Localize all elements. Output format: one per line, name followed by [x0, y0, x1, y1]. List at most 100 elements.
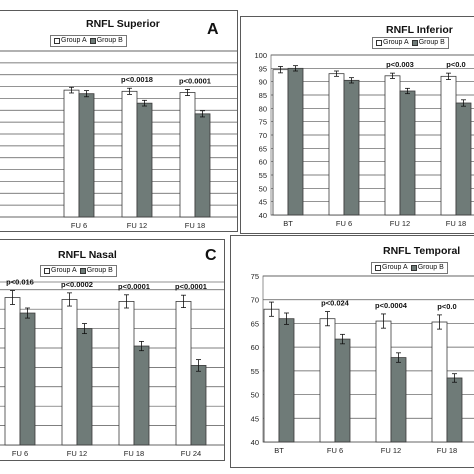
bar-group-a [440, 75, 457, 216]
bar-group-b [190, 365, 207, 446]
p-value-label: p<0.0001 [118, 282, 150, 291]
legend-swatch-group-b [79, 268, 86, 274]
p-value-label: p<0.003 [386, 60, 414, 69]
bar-group-a [263, 308, 280, 443]
x-tick-label: FU 12 [381, 446, 401, 455]
y-tick-label: 70 [259, 131, 267, 140]
y-tick-label: 75 [251, 272, 259, 281]
bar-group-b [194, 113, 211, 218]
legend-label: Group B [417, 264, 444, 271]
panel-letter: A [207, 21, 219, 38]
y-tick-label: 45 [259, 198, 267, 207]
x-tick-label: FU 6 [71, 221, 87, 230]
p-value-label: p<0.0002 [61, 280, 93, 289]
bar-group-a [328, 73, 345, 216]
bar-group-a [272, 69, 289, 216]
x-tick-label: FU 18 [185, 221, 205, 230]
x-tick-label: FU 6 [12, 449, 28, 458]
bar-group-a [319, 318, 336, 443]
chart-legend: Group A Group B [371, 262, 448, 274]
p-value-label: p<0.0004 [375, 301, 408, 310]
p-value-label: p<0.0001 [237, 79, 238, 88]
legend-item-group-a: Group A [376, 38, 409, 48]
y-tick-label: 50 [259, 184, 267, 193]
x-tick-label: FU 18 [124, 449, 144, 458]
legend-label: Group B [418, 39, 445, 46]
bar-group-b [334, 338, 351, 443]
bar-group-a [384, 75, 401, 216]
y-tick-label: 85 [259, 91, 267, 100]
p-value-label: p<0.0018 [121, 75, 153, 84]
x-tick-label: FU 24 [181, 449, 201, 458]
legend-swatch-group-a [54, 38, 60, 44]
p-value-label: p<0.016 [6, 278, 34, 287]
panel-letter: C [205, 247, 217, 264]
legend-swatch-group-a [375, 265, 381, 271]
y-tick-label: 90 [259, 78, 267, 87]
legend-swatch-group-b [410, 265, 417, 271]
x-tick-label: BT [274, 446, 284, 455]
legend-item-group-b: Group B [410, 263, 444, 273]
bar-group-a [121, 90, 138, 218]
chart-title: RNFL Temporal [383, 245, 461, 257]
bar-group-b [399, 90, 416, 216]
chart-panel-nasal: p<0.016 FU 6 p<0.0002 FU 12 p<0.0001 FU 18 p<0… [0, 239, 225, 461]
chart-title: RNFL Inferior [386, 24, 453, 36]
bar-group-b [78, 93, 95, 218]
bar-group-a [431, 321, 448, 443]
y-tick-label: 70 [251, 296, 259, 305]
bar-group-b [19, 312, 36, 446]
chart-legend: Group A Group B [372, 37, 449, 49]
legend-item-group-a: Group A [54, 36, 87, 46]
x-tick-label: BT [283, 219, 293, 228]
legend-label: Group B [96, 37, 123, 44]
bar-group-a [4, 297, 21, 446]
chart-panel-inferior: 40 45 50 55 60 65 70 75 80 85 90 95 100 BT FU 6 p<0.003… [240, 16, 474, 234]
y-tick-label: 50 [251, 391, 259, 400]
y-tick-label: 95 [259, 64, 267, 73]
x-tick-label: FU 6 [327, 446, 343, 455]
y-tick-label: 100 [254, 51, 267, 60]
bar-group-a [179, 92, 196, 218]
bar-group-b [76, 328, 93, 446]
legend-label: Group A [382, 264, 408, 271]
y-tick-label: 60 [251, 343, 259, 352]
y-tick-label: 40 [251, 438, 259, 447]
x-tick-label: FU 18 [437, 446, 457, 455]
legend-item-group-a: Group A [44, 266, 77, 276]
bar-group-b [136, 102, 153, 218]
legend-label: Group A [383, 39, 409, 46]
legend-swatch-group-b [89, 38, 96, 44]
legend-swatch-group-a [376, 40, 382, 46]
legend-item-group-b: Group B [79, 266, 113, 276]
p-value-label: p<0.0 [437, 302, 456, 311]
bar-group-a [375, 320, 392, 443]
x-tick-label: FU 12 [390, 219, 410, 228]
legend-label: Group A [61, 37, 87, 44]
y-tick-label: 75 [259, 118, 267, 127]
x-tick-label: FU 18 [446, 219, 466, 228]
chart-title: RNFL Superior [86, 18, 160, 30]
y-tick-label: 65 [251, 319, 259, 328]
x-tick-label: FU 6 [336, 219, 352, 228]
x-tick-label: FU 12 [67, 449, 87, 458]
legend-label: Group A [51, 267, 77, 274]
chart-panel-temporal: 40 45 50 55 60 65 70 75 BT p<0.024 FU 6 p<0.0004 FU … [230, 235, 474, 468]
chart-legend: Group A Group B [40, 265, 117, 277]
bar-group-b [343, 79, 360, 216]
y-tick-label: 60 [259, 158, 267, 167]
chart-svg-inferior: 40 45 50 55 60 65 70 75 80 85 90 95 100 BT FU 6 p<0.003… [254, 51, 474, 228]
bar-group-a [63, 89, 80, 218]
x-tick-label: FU 12 [127, 221, 147, 230]
legend-item-group-b: Group B [89, 36, 123, 46]
y-tick-label: 55 [251, 367, 259, 376]
bar-group-b [278, 318, 295, 443]
bar-group-b [390, 357, 407, 443]
y-tick-label: 65 [259, 144, 267, 153]
y-tick-label: 55 [259, 171, 267, 180]
y-tick-label: 80 [259, 104, 267, 113]
bar-group-a [175, 301, 192, 446]
p-value-label: p<0.0001 [179, 76, 211, 85]
chart-title: RNFL Nasal [58, 249, 117, 261]
legend-item-group-a: Group A [375, 263, 408, 273]
